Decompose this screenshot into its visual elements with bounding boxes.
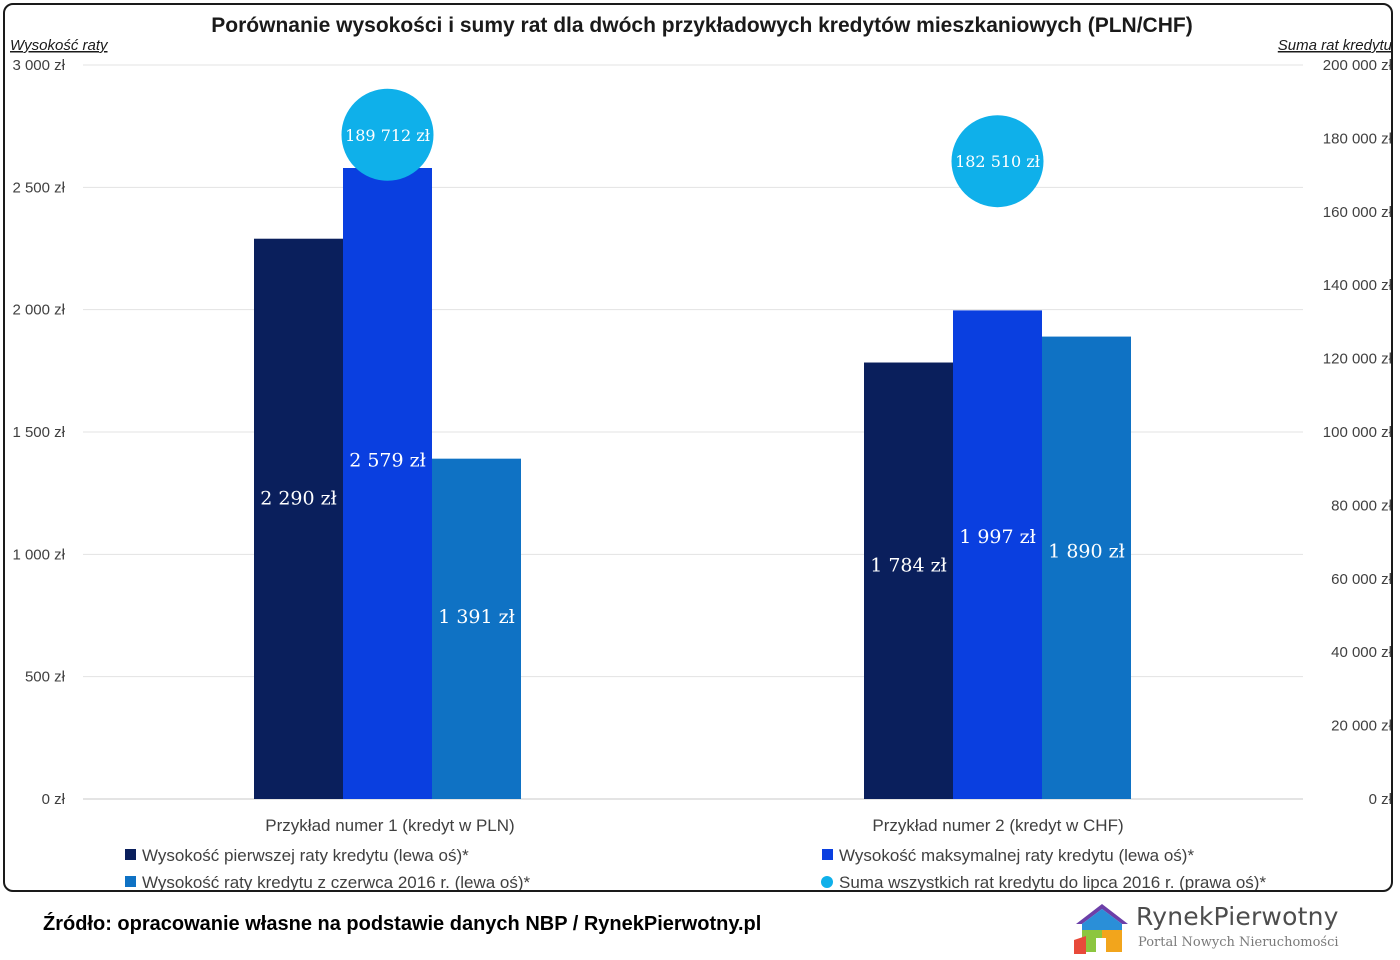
right-tick-label-120000: 120 000 zł [1323, 351, 1393, 368]
left-tick-label-3000: 3 000 zł [12, 57, 65, 74]
legend: Wysokość pierwszej raty kredytu (lewa oś… [125, 846, 1266, 892]
house-logo-icon [1074, 904, 1128, 954]
left-tick-label-1500: 1 500 zł [12, 424, 65, 441]
right-axis-ticks: 0 zł 20 000 zł 40 000 zł 60 000 zł 80 000 zł… [1323, 57, 1393, 808]
right-axis-label: Suma rat kredytu [1278, 37, 1393, 54]
logo-name: RynekPierwotny [1136, 902, 1339, 931]
logo-tagline: Portal Nowych Nieruchomości [1138, 935, 1339, 950]
legend-swatch-2 [822, 849, 833, 860]
bar-s3-c2 [1042, 336, 1131, 799]
bubble-label-c1: 189 712 zł [345, 126, 430, 145]
category-label-1: Przykład numer 1 (kredyt w PLN) [265, 816, 514, 835]
right-tick-label-140000: 140 000 zł [1323, 277, 1393, 294]
legend-label-1: Wysokość pierwszej raty kredytu (lewa oś… [142, 846, 469, 865]
bubble-c1 [341, 88, 434, 181]
right-tick-label-200000: 200 000 zł [1323, 57, 1393, 74]
bubble-c2 [951, 115, 1044, 208]
bubble-label-c2: 182 510 zł [955, 152, 1040, 171]
right-tick-label-60000: 60 000 zł [1331, 571, 1393, 588]
bar-label-s2-c2: 1 997 zł [959, 526, 1036, 548]
chart-title: Porównanie wysokości i sumy rat dla dwóc… [211, 14, 1192, 37]
legend-swatch-1 [125, 849, 136, 860]
bar-label-s1-c1: 2 290 zł [260, 487, 337, 509]
right-tick-label-160000: 160 000 zł [1323, 204, 1393, 221]
category-label-2: Przykład numer 2 (kredyt w CHF) [872, 816, 1123, 835]
bar-label-s3-c1: 1 391 zł [438, 606, 515, 628]
legend-label-4: Suma wszystkich rat kredytu do lipca 201… [839, 873, 1266, 892]
category-labels: Przykład numer 1 (kredyt w PLN) Przykład … [265, 816, 1123, 835]
right-tick-label-40000: 40 000 zł [1331, 644, 1393, 661]
left-tick-label-1000: 1 000 zł [12, 546, 65, 563]
chart-svg: Porównanie wysokości i sumy rat dla dwóc… [10, 14, 1393, 892]
legend-label-3: Wysokość raty kredytu z czerwca 2016 r. … [142, 873, 531, 892]
rynekpierwotny-logo[interactable]: RynekPierwotny Portal Nowych Nieruchomoś… [1072, 900, 1352, 958]
bubbles: 189 712 zł 182 510 zł [341, 88, 1044, 208]
right-tick-label-20000: 20 000 zł [1331, 718, 1393, 735]
left-axis-ticks: 0 zł 500 zł 1 000 zł 1 500 zł 2 000 zł 2 500 … [12, 57, 65, 808]
bar-s2-c1 [343, 168, 432, 800]
right-tick-label-100000: 100 000 zł [1323, 424, 1393, 441]
left-tick-label-2000: 2 000 zł [12, 302, 65, 319]
left-tick-label-500: 500 zł [25, 669, 66, 686]
left-tick-label-2500: 2 500 zł [12, 179, 65, 196]
bar-s3-c1 [432, 458, 521, 799]
bar-s1-c2 [864, 362, 953, 799]
legend-label-2: Wysokość maksymalnej raty kredytu (lewa … [839, 846, 1194, 865]
legend-swatch-4 [821, 876, 833, 888]
left-tick-label-0: 0 zł [42, 791, 66, 808]
bar-s2-c2 [953, 310, 1042, 799]
bar-label-s3-c2: 1 890 zł [1048, 540, 1125, 562]
right-tick-label-0: 0 zł [1369, 791, 1393, 808]
left-axis-label: Wysokość raty [10, 37, 109, 54]
bar-s1-c1 [254, 238, 343, 800]
source-note: Źródło: opracowanie własne na podstawie … [43, 913, 762, 935]
bars: 2 290 zł 1 784 zł 2 579 zł 1 997 zł 1 391 zł… [254, 168, 1131, 800]
bar-label-s2-c1: 2 579 zł [349, 449, 426, 471]
bar-label-s1-c2: 1 784 zł [870, 554, 947, 576]
chart-frame: Porównanie wysokości i sumy rat dla dwóc… [3, 3, 1393, 892]
right-tick-label-180000: 180 000 zł [1323, 130, 1393, 147]
legend-swatch-3 [125, 876, 136, 887]
right-tick-label-80000: 80 000 zł [1331, 497, 1393, 514]
